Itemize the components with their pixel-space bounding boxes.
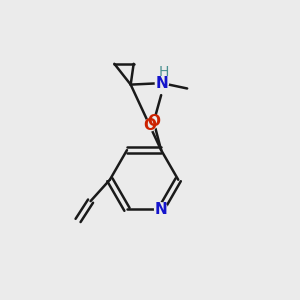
Text: N: N — [155, 76, 168, 91]
Text: O: O — [143, 118, 156, 133]
Circle shape — [148, 116, 160, 128]
Circle shape — [144, 119, 155, 131]
Text: H: H — [159, 65, 169, 79]
Circle shape — [155, 76, 168, 90]
Circle shape — [154, 203, 168, 216]
Text: O: O — [147, 114, 160, 129]
Text: N: N — [155, 202, 167, 217]
